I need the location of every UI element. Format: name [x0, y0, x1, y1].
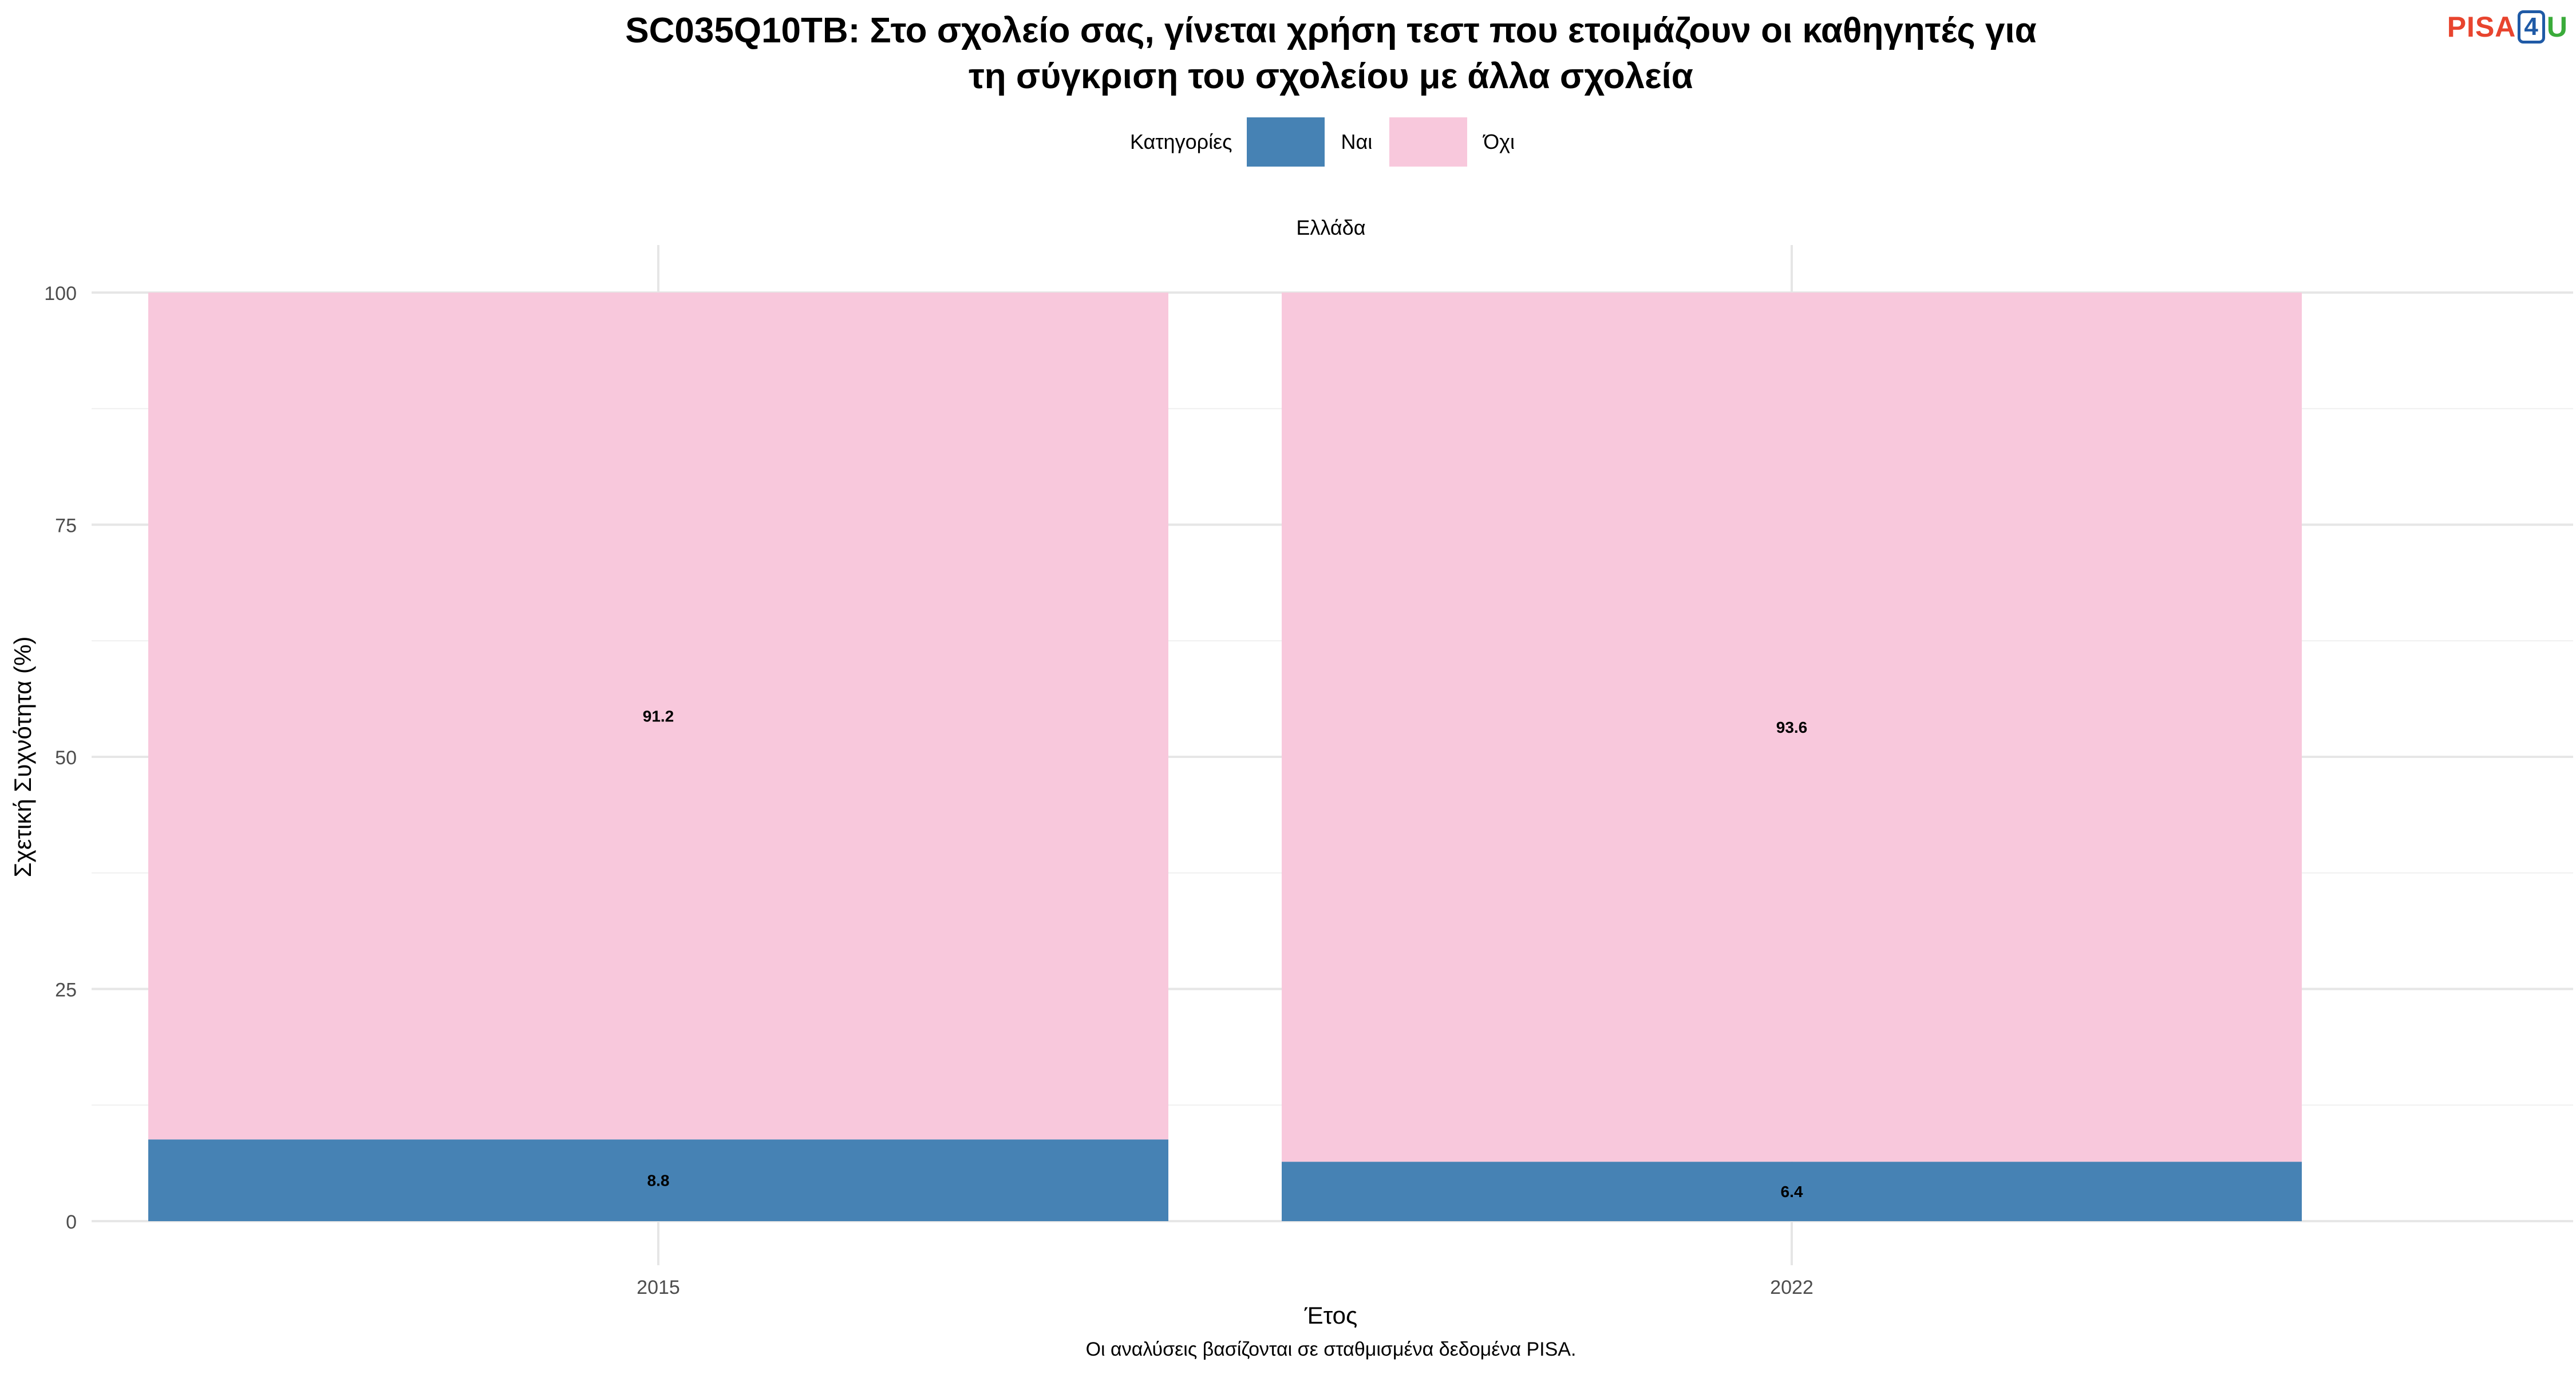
legend-item-ochi: Όχι: [1389, 117, 1515, 167]
logo-four-text: 4: [2518, 10, 2545, 44]
logo-u-text: U: [2546, 11, 2568, 43]
legend-label-ochi: Όχι: [1483, 130, 1515, 153]
caption: Οι αναλύσεις βασίζονται σε σταθμισμένα δ…: [1085, 1339, 1577, 1360]
legend-item-nai: Ναι: [1247, 117, 1372, 167]
data-label-nai-2022: 6.4: [1781, 1183, 1803, 1201]
x-tick-label: 2022: [1770, 1277, 1814, 1298]
pisa4u-logo: PISA 4 U: [2447, 10, 2568, 44]
bar-nai-2015: [148, 1139, 1168, 1221]
facet-label: Ελλάδα: [1296, 216, 1366, 239]
bar-ochi-2015: [148, 293, 1168, 1140]
data-label-ochi-2015: 91.2: [643, 708, 674, 725]
y-axis-title: Σχετική Συχνότητα (%): [9, 637, 36, 878]
y-tick-label: 0: [66, 1211, 77, 1233]
legend-title: Κατηγορίες: [1129, 130, 1232, 153]
y-tick-label: 75: [55, 515, 77, 537]
legend-swatch-nai: [1247, 117, 1325, 167]
legend-swatch-ochi: [1389, 117, 1468, 167]
chart-title: SC035Q10TB: Στο σχολείο σας, γίνεται χρή…: [0, 8, 2576, 100]
y-tick-label: 50: [55, 747, 77, 769]
legend-label-nai: Ναι: [1341, 130, 1373, 153]
legend: Κατηγορίες Ναι Όχι: [0, 117, 2576, 167]
chart-title-line-2: τη σύγκριση του σχολείου με άλλα σχολεία: [969, 57, 1693, 96]
x-tick-label: 2015: [637, 1277, 680, 1298]
data-label-nai-2015: 8.8: [647, 1172, 670, 1190]
logo-pisa-text: PISA: [2447, 11, 2516, 43]
x-axis-title: Έτος: [1304, 1302, 1358, 1329]
y-tick-label: 25: [55, 980, 77, 1001]
bar-nai-2022: [1282, 1162, 2302, 1221]
chart-title-line-1: SC035Q10TB: Στο σχολείο σας, γίνεται χρή…: [625, 11, 2037, 50]
data-label-ochi-2022: 93.6: [1776, 718, 1808, 736]
bar-ochi-2022: [1282, 293, 2302, 1162]
y-tick-label: 100: [44, 283, 77, 305]
